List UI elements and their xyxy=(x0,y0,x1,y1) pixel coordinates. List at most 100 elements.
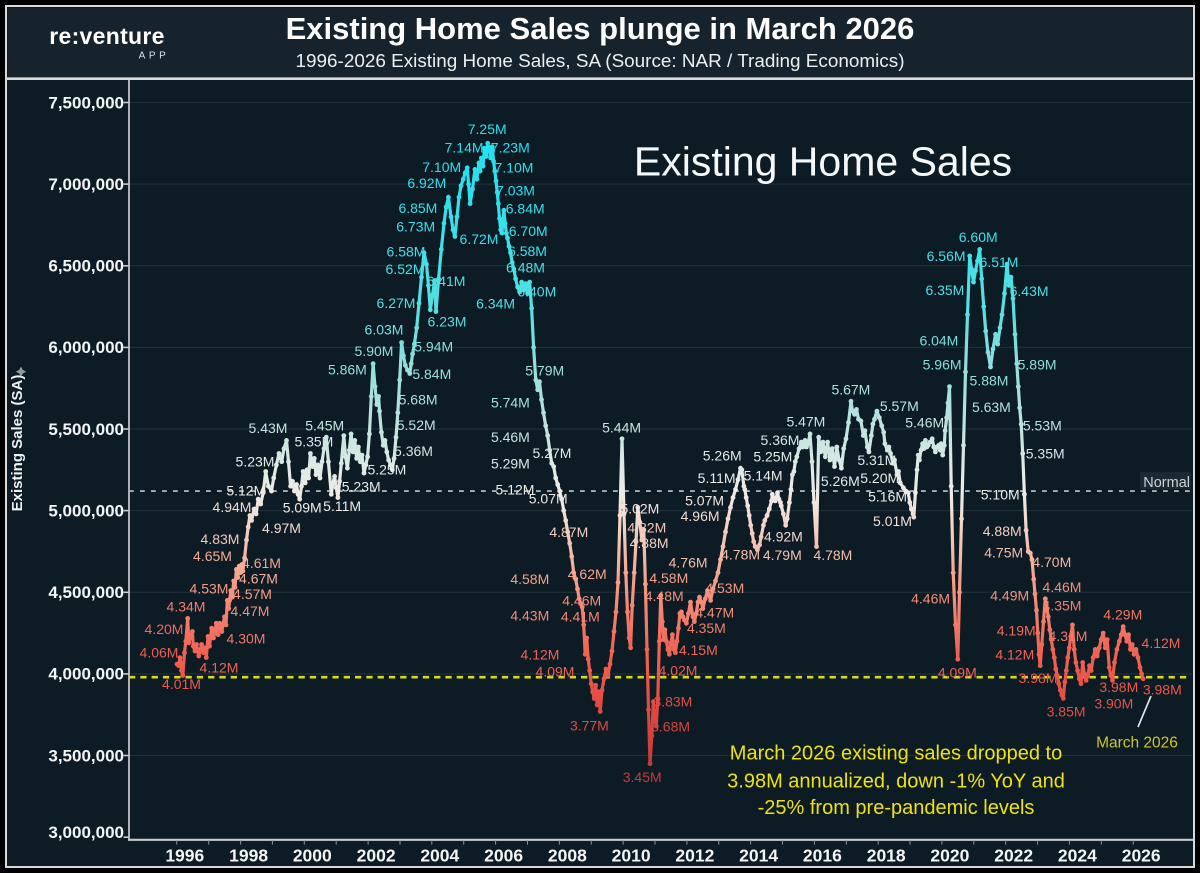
svg-text:5.20M: 5.20M xyxy=(860,470,899,486)
svg-text:6.92M: 6.92M xyxy=(407,175,446,191)
svg-text:7.10M: 7.10M xyxy=(495,160,534,176)
svg-text:5.12M: 5.12M xyxy=(226,482,265,498)
svg-text:Normal: Normal xyxy=(1143,475,1190,491)
svg-text:Existing Sales (SA): Existing Sales (SA) xyxy=(9,375,26,512)
svg-text:4.67M: 4.67M xyxy=(239,570,278,586)
svg-text:4.49M: 4.49M xyxy=(990,587,1029,603)
svg-text:7.25M: 7.25M xyxy=(468,121,507,137)
svg-text:5.35M: 5.35M xyxy=(294,433,333,449)
svg-text:5.53M: 5.53M xyxy=(1023,417,1062,433)
svg-text:4.58M: 4.58M xyxy=(649,570,688,586)
svg-text:6.27M: 6.27M xyxy=(377,295,416,311)
svg-text:4.53M: 4.53M xyxy=(705,580,744,596)
svg-text:5.11M: 5.11M xyxy=(323,498,361,514)
svg-text:5.16M: 5.16M xyxy=(868,489,907,505)
svg-text:4.92M: 4.92M xyxy=(764,528,803,544)
svg-text:6.58M: 6.58M xyxy=(508,243,547,259)
svg-text:5.43M: 5.43M xyxy=(249,420,288,436)
svg-text:2012: 2012 xyxy=(675,846,714,866)
svg-text:3.68M: 3.68M xyxy=(651,719,690,735)
svg-text:5.31M: 5.31M xyxy=(857,452,896,468)
svg-text:5.12M: 5.12M xyxy=(496,482,535,498)
svg-text:March 2026 existing sales drop: March 2026 existing sales dropped to xyxy=(730,743,1062,765)
svg-text:1996-2026 Existing Home Sales,: 1996-2026 Existing Home Sales, SA (Sourc… xyxy=(296,51,905,72)
svg-text:2016: 2016 xyxy=(803,846,842,866)
svg-text:4.87M: 4.87M xyxy=(549,524,588,540)
svg-text:6,000,000: 6,000,000 xyxy=(48,338,124,357)
svg-text:3.77M: 3.77M xyxy=(570,718,609,734)
svg-text:2004: 2004 xyxy=(420,846,459,866)
svg-text:4.29M: 4.29M xyxy=(1103,607,1142,623)
svg-text:4.47M: 4.47M xyxy=(695,604,734,620)
svg-text:3.98M: 3.98M xyxy=(1019,670,1058,686)
svg-text:4.43M: 4.43M xyxy=(510,608,549,624)
svg-text:4.78M: 4.78M xyxy=(813,547,852,563)
svg-text:6.56M: 6.56M xyxy=(927,248,966,264)
svg-text:2000: 2000 xyxy=(293,846,332,866)
svg-text:3.98M annualized, down -1% YoY: 3.98M annualized, down -1% YoY and xyxy=(727,771,1065,793)
svg-text:3.90M: 3.90M xyxy=(1094,696,1133,712)
svg-text:5.86M: 5.86M xyxy=(328,361,367,377)
svg-text:5.14M: 5.14M xyxy=(744,468,783,484)
svg-text:2020: 2020 xyxy=(930,846,969,866)
svg-text:4.12M: 4.12M xyxy=(200,659,239,675)
svg-text:4.12M: 4.12M xyxy=(995,647,1034,663)
svg-text:5.63M: 5.63M xyxy=(972,399,1011,415)
svg-text:5.57M: 5.57M xyxy=(880,398,919,414)
svg-text:7.10M: 7.10M xyxy=(422,159,461,175)
svg-text:6.48M: 6.48M xyxy=(506,260,545,276)
svg-text:4.19M: 4.19M xyxy=(997,623,1036,639)
svg-text:4.06M: 4.06M xyxy=(140,644,179,660)
svg-text:6.60M: 6.60M xyxy=(959,229,998,245)
svg-text:4.75M: 4.75M xyxy=(984,545,1023,561)
svg-text:2010: 2010 xyxy=(612,846,651,866)
svg-text:4.96M: 4.96M xyxy=(681,508,720,524)
svg-text:6.51M: 6.51M xyxy=(980,254,1019,270)
svg-text:Existing Home Sales: Existing Home Sales xyxy=(634,139,1012,185)
svg-text:5.84M: 5.84M xyxy=(412,366,451,382)
svg-text:5.88M: 5.88M xyxy=(970,372,1009,388)
svg-text:2002: 2002 xyxy=(357,846,396,866)
svg-text:5.89M: 5.89M xyxy=(1018,356,1057,372)
svg-text:5.96M: 5.96M xyxy=(923,356,962,372)
svg-text:5.25M: 5.25M xyxy=(753,448,792,464)
svg-text:3,500,000: 3,500,000 xyxy=(48,746,124,765)
svg-text:5.35M: 5.35M xyxy=(1026,445,1065,461)
svg-text:-25% from pre-pandemic levels: -25% from pre-pandemic levels xyxy=(758,797,1035,819)
svg-text:5.11M: 5.11M xyxy=(698,470,736,486)
svg-text:5.79M: 5.79M xyxy=(525,362,564,378)
svg-text:4.12M: 4.12M xyxy=(521,646,560,662)
svg-text:4.65M: 4.65M xyxy=(193,548,232,564)
svg-text:5.68M: 5.68M xyxy=(399,392,438,408)
svg-text:4.53M: 4.53M xyxy=(190,580,229,596)
svg-text:7.14M: 7.14M xyxy=(445,140,484,156)
svg-text:4.83M: 4.83M xyxy=(201,531,240,547)
svg-text:1998: 1998 xyxy=(229,846,268,866)
svg-text:4.35M: 4.35M xyxy=(1043,597,1082,613)
svg-text:5.25M: 5.25M xyxy=(367,461,406,477)
svg-text:5.10M: 5.10M xyxy=(981,487,1020,503)
svg-text:5.44M: 5.44M xyxy=(602,419,641,435)
svg-text:4.79M: 4.79M xyxy=(763,547,802,563)
svg-text:2026: 2026 xyxy=(1122,846,1161,866)
svg-text:2018: 2018 xyxy=(867,846,906,866)
svg-text:4.76M: 4.76M xyxy=(669,555,708,571)
svg-text:5.07M: 5.07M xyxy=(529,491,568,507)
svg-text:6.41M: 6.41M xyxy=(427,273,466,289)
svg-text:4.82M: 4.82M xyxy=(627,519,666,535)
svg-text:6,500,000: 6,500,000 xyxy=(48,257,124,276)
svg-text:5.45M: 5.45M xyxy=(305,418,344,434)
svg-text:4.46M: 4.46M xyxy=(911,591,950,607)
svg-text:5.36M: 5.36M xyxy=(761,432,800,448)
svg-text:4.88M: 4.88M xyxy=(630,535,669,551)
svg-text:6.52M: 6.52M xyxy=(386,261,425,277)
svg-text:7,000,000: 7,000,000 xyxy=(48,175,124,194)
svg-text:6.04M: 6.04M xyxy=(919,332,958,348)
svg-text:5.46M: 5.46M xyxy=(905,415,944,431)
svg-text:5.47M: 5.47M xyxy=(786,414,825,430)
svg-text:4.15M: 4.15M xyxy=(679,642,718,658)
svg-text:5.07M: 5.07M xyxy=(685,492,724,508)
svg-text:6.03M: 6.03M xyxy=(365,322,404,338)
svg-text:5.74M: 5.74M xyxy=(491,395,530,411)
svg-text:5.90M: 5.90M xyxy=(355,343,394,359)
